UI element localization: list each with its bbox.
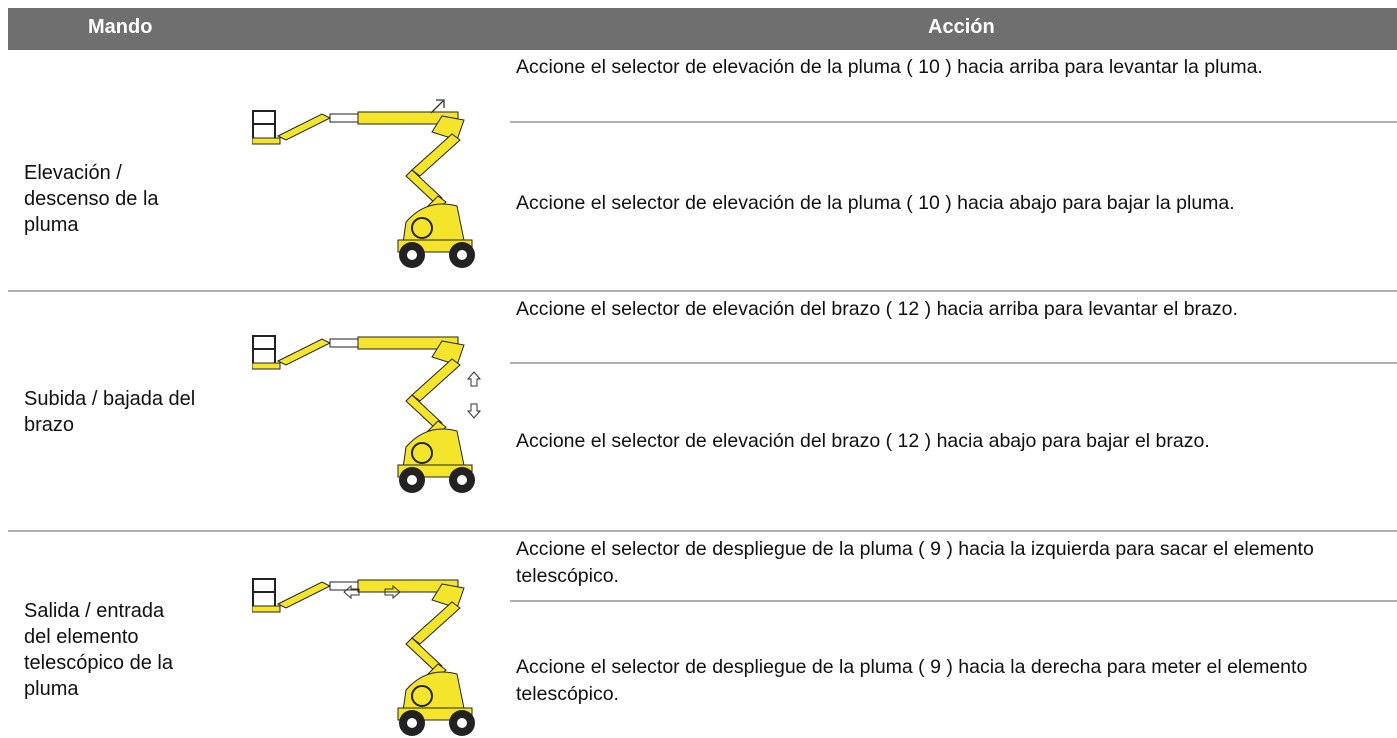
control-name: Elevación / descenso de la pluma: [24, 162, 159, 236]
action-text: Accione el selector de elevación del bra…: [516, 298, 1238, 320]
control-name: Salida / entrada del elemento telescópic…: [24, 600, 173, 700]
action-text: Accione el selector de elevación del bra…: [516, 430, 1210, 452]
row-separator: [8, 530, 1397, 532]
arrow-icon: [343, 584, 401, 600]
lift-illustration: [252, 335, 477, 495]
arrow-icon: [430, 99, 445, 114]
arrow-icon: [467, 371, 481, 419]
row-divider: [510, 121, 1397, 123]
header-bar: Mando Acción: [8, 8, 1397, 50]
row-divider: [510, 600, 1397, 602]
action-text: Accione el selector de elevación de la p…: [516, 192, 1235, 214]
row-separator: [8, 290, 1397, 292]
column-header: Mando: [88, 16, 153, 38]
action-text: Accione el selector de elevación de la p…: [516, 56, 1263, 78]
row-divider: [510, 362, 1397, 364]
column-header: Acción: [928, 16, 995, 38]
lift-illustration: [252, 110, 477, 270]
lift-illustration: [252, 578, 477, 738]
action-text: Accione el selector de despliegue de la …: [516, 538, 1314, 587]
action-text: Accione el selector de despliegue de la …: [516, 656, 1308, 705]
control-name: Subida / bajada del brazo: [24, 388, 196, 436]
